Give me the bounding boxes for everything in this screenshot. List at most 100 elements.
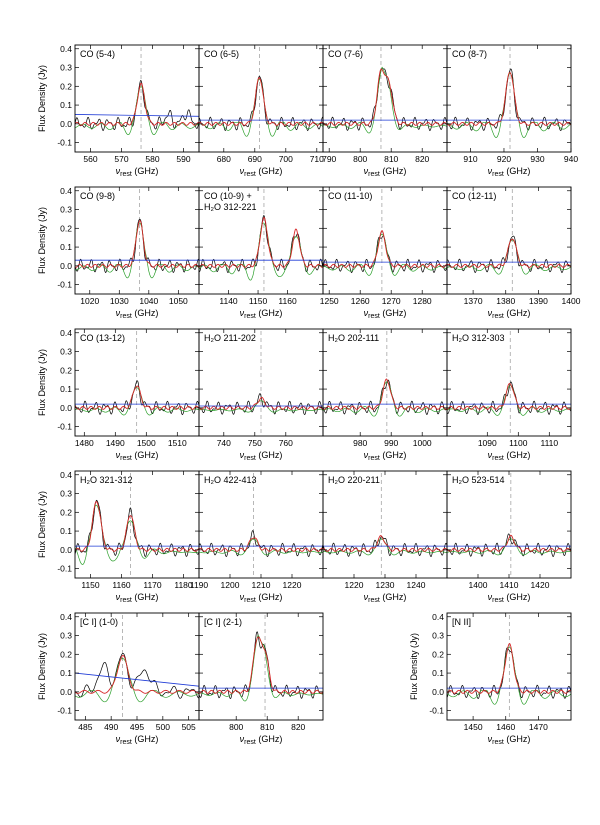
panel-label: CO (11-10) [328, 191, 372, 201]
plot-area [75, 331, 199, 436]
observed-spectrum [75, 653, 199, 699]
x-axis-label: νrest (GHz) [364, 308, 407, 320]
x-tick-label: 690 [248, 154, 262, 164]
panel-frame [198, 44, 324, 153]
y-tick-label: 0.1 [60, 100, 72, 110]
x-tick-label: 1160 [278, 296, 297, 306]
x-tick-label: 740 [217, 438, 231, 448]
x-tick-label: 1380 [496, 296, 515, 306]
x-axis-label: νrest (GHz) [364, 166, 407, 178]
x-tick-label: 1450 [464, 722, 483, 732]
x-axis-label: νrest (GHz) [488, 450, 531, 462]
line-component [199, 634, 323, 702]
plot-area [323, 331, 447, 436]
y-tick-label: 0.1 [60, 526, 72, 536]
plot-area [447, 615, 571, 720]
panel-frame [322, 44, 448, 153]
x-axis-label: νrest (GHz) [240, 734, 283, 746]
x-tick-label: 1100 [509, 438, 528, 448]
y-tick-label: 0.3 [60, 63, 72, 73]
x-tick-label: 1480 [75, 438, 94, 448]
y-axis-label: Flux Density (Jy) [37, 633, 47, 700]
x-tick-label: 1110 [540, 438, 558, 448]
x-axis-label: νrest (GHz) [116, 592, 159, 604]
panel-label: H₂O 220-211 [328, 475, 380, 485]
y-tick-label: 0.4 [60, 44, 72, 54]
y-tick-label: 0.0 [60, 261, 72, 271]
y-tick-label: -0.1 [57, 138, 72, 148]
x-tick-label: 1170 [143, 580, 162, 590]
panel-label: [C I] (2-1) [204, 617, 242, 627]
x-tick-label: 1470 [529, 722, 548, 732]
model-fit [75, 220, 199, 268]
line-component [199, 400, 323, 413]
plot-area [447, 473, 571, 578]
observed-spectrum [323, 379, 447, 415]
y-axis-label: Flux Density (Jy) [409, 633, 419, 700]
x-tick-label: 680 [217, 154, 231, 164]
panel-10: 740 750 760 H₂O 211-202 νrest (GHz) [198, 328, 324, 462]
observed-spectrum [447, 381, 571, 415]
x-tick-label: 1390 [529, 296, 548, 306]
y-tick-label: 0.0 [60, 119, 72, 129]
line-component [75, 658, 199, 703]
panel-frame [446, 612, 572, 721]
panel-label: [N II] [452, 617, 471, 627]
panel-11: 980 990 1000 H₂O 202-111 νrest (GHz) [322, 328, 448, 462]
continuum-line [75, 672, 199, 687]
model-fit [75, 385, 199, 410]
panel-6: 1140 1150 1160 CO (10-9) +H₂O 312-221 νrest … [198, 186, 324, 320]
x-tick-label: 1190 [190, 580, 209, 590]
model-fit [199, 216, 323, 268]
plot-area [323, 189, 447, 294]
panel-label-2: H₂O 312-221 [204, 202, 257, 212]
y-tick-label: -0.1 [57, 564, 72, 574]
x-tick-label: 1140 [219, 296, 238, 306]
observed-spectrum [75, 499, 199, 557]
y-tick-label: 0.0 [432, 687, 444, 697]
plot-area [447, 189, 571, 294]
x-tick-label: 1460 [496, 722, 515, 732]
x-tick-label: 1090 [478, 438, 497, 448]
plot-area [199, 189, 323, 294]
observed-spectrum [323, 68, 447, 132]
panel-frame [198, 470, 324, 579]
model-fit [199, 396, 323, 410]
panel-label: H₂O 321-312 [80, 475, 133, 485]
observed-spectrum [447, 68, 571, 131]
plot-area [75, 47, 199, 152]
x-tick-label: 570 [114, 154, 128, 164]
x-axis-label: νrest (GHz) [488, 734, 531, 746]
model-fit [323, 68, 447, 126]
panel-19: 1450 1460 1470 -0.1 0.0 0.1 0.2 0.3 0.4 [N II] νre… [429, 612, 572, 746]
y-tick-label: 0.0 [60, 403, 72, 413]
x-tick-label: 1410 [500, 580, 519, 590]
panel-label: CO (10-9) + [204, 191, 252, 201]
panel-3: 790 800 810 820 CO (7-6) νrest (GHz) [322, 44, 448, 178]
x-axis-label: νrest (GHz) [488, 308, 531, 320]
x-tick-label: 1050 [169, 296, 188, 306]
y-tick-label: 0.3 [60, 631, 72, 641]
panel-1: 560 570 580 590 -0.1 0.0 0.1 0.2 0.3 0.4 CO (5-4) ν… [57, 44, 200, 178]
panel-frame [446, 186, 572, 295]
y-tick-label: 0.2 [432, 649, 444, 659]
panel-9: 1480 1490 1500 1510 -0.1 0.0 0.1 0.2 0.3 0.4 CO (1… [57, 328, 200, 462]
model-fit [447, 643, 571, 694]
panel-label: CO (6-5) [204, 49, 239, 59]
x-tick-label: 920 [497, 154, 511, 164]
model-fit [447, 383, 571, 410]
panel-18: 800 810 820 [C I] (2-1) νrest (GHz) [198, 612, 324, 746]
model-fit [199, 77, 323, 126]
x-tick-label: 1030 [110, 296, 129, 306]
x-tick-label: 505 [182, 722, 196, 732]
x-tick-label: 700 [279, 154, 293, 164]
x-tick-label: 485 [78, 722, 92, 732]
panel-label: CO (12-11) [452, 191, 496, 201]
panel-frame [74, 186, 200, 295]
plot-area [199, 473, 323, 578]
y-axis-label: Flux Density (Jy) [37, 65, 47, 132]
y-tick-label: 0.4 [60, 470, 72, 480]
x-tick-label: 1400 [469, 580, 488, 590]
x-axis-label: νrest (GHz) [116, 308, 159, 320]
panel-2: 680 690 700 710 CO (6-5) νrest (GHz) [198, 44, 324, 178]
